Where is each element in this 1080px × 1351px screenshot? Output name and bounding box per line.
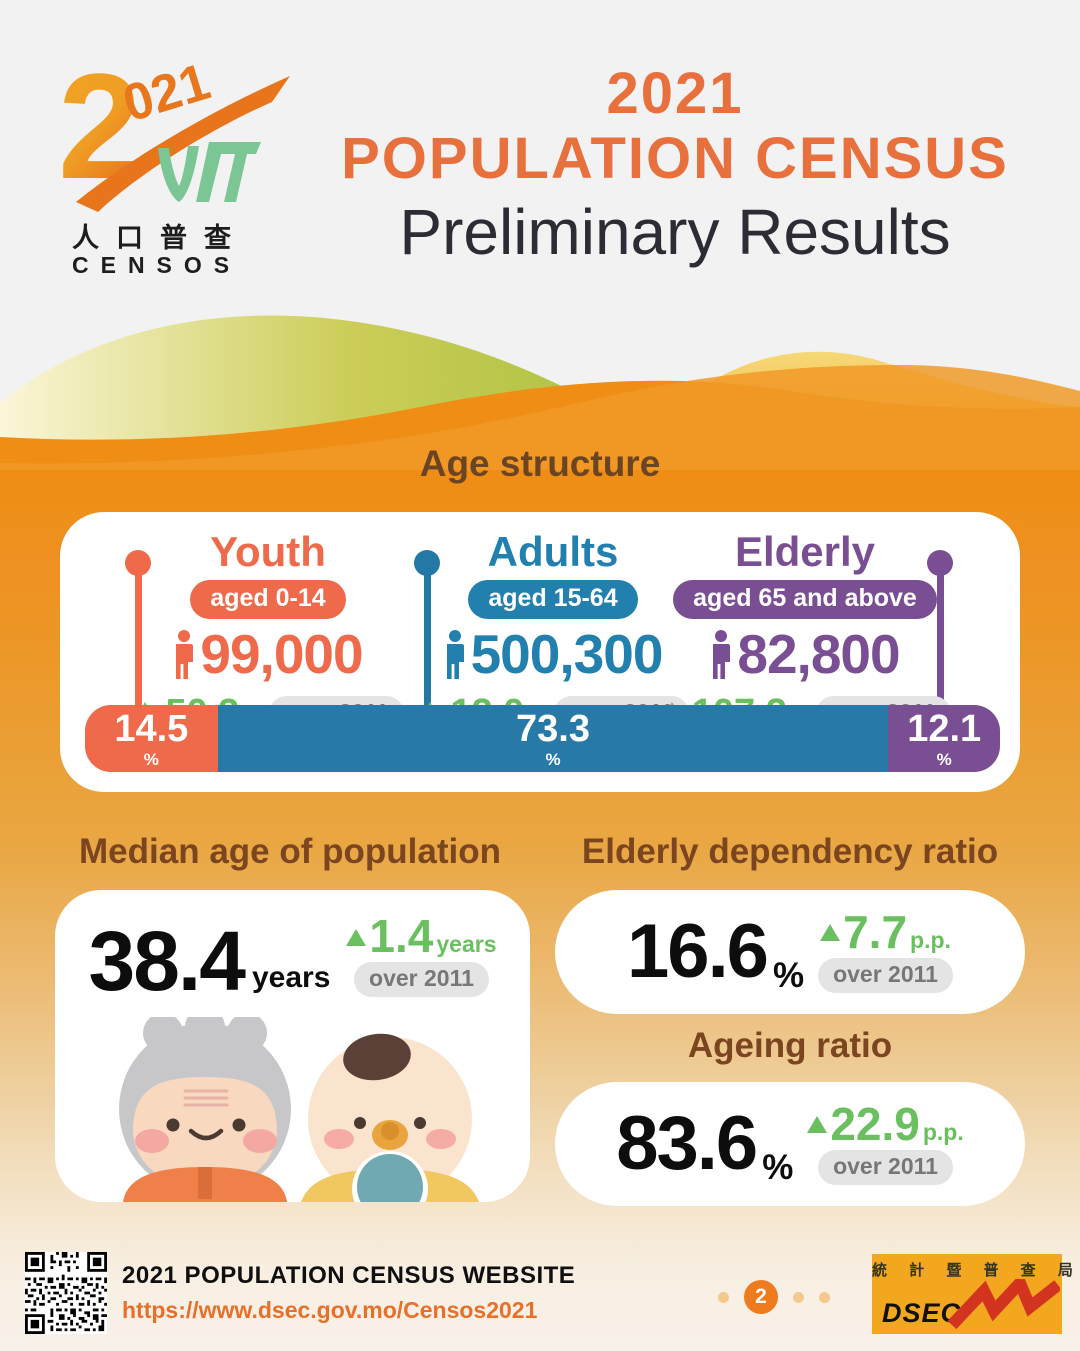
elderly-share-unit: % [936, 749, 952, 769]
youth-age-range-badge: aged 0-14 [190, 580, 346, 620]
census-2021-logo: 2 021 [58, 50, 290, 212]
youth-bar-segment: 14.5 % [85, 705, 218, 772]
elderly-group: Elderly aged 65 and above 82,800 107.2 %… [642, 528, 968, 732]
elderly-dependency-change-value: 7.7 [843, 905, 908, 958]
dsec-logo: 統 計 暨 普 查 局 DSEC [872, 1254, 1080, 1334]
elderly-dependency-card: 16.6 % 7.7 p.p. over 2011 [555, 890, 1025, 1014]
adults-pin-line [423, 574, 431, 707]
adults-pin-marker [414, 550, 440, 707]
youth-pin-marker [125, 550, 151, 707]
youth-group: Youth aged 0-14 99,000 50.3 % over 2011 [132, 528, 404, 732]
dsec-name-text: DSEC [882, 1298, 962, 1328]
ageing-ratio-change-value: 22.9 [830, 1097, 920, 1150]
median-age-compare-badge: over 2011 [354, 962, 489, 997]
youth-population-value: 99,000 [200, 623, 363, 686]
title-subtitle: Preliminary Results [399, 196, 951, 269]
logo-censos-text: CENSOS [72, 252, 242, 278]
elderly-label: Elderly [734, 528, 876, 575]
page-dot [819, 1291, 830, 1303]
increase-triangle-icon [346, 928, 367, 946]
elderly-dependency-unit: % [772, 956, 805, 995]
elderly-and-baby-illustration [119, 1017, 479, 1202]
person-icon [176, 629, 194, 679]
adults-share-value: 73.3 [516, 707, 590, 750]
ageing-ratio-heading: Ageing ratio [687, 1026, 893, 1065]
dsec-chinese-text: 統 計 暨 普 查 局 [872, 1262, 1080, 1279]
age-structure-stacked-bar: 14.5 % 73.3 % 12.1 % [85, 705, 1000, 772]
youth-share-value: 14.5 [114, 707, 189, 750]
page-dot [718, 1291, 729, 1303]
ageing-ratio-value: 83.6 [616, 1100, 758, 1186]
ageing-ratio-change-unit: p.p. [922, 1118, 964, 1145]
median-age-card: 38.4 years 1.4 years over 2011 [55, 890, 530, 1202]
elderly-dependency-value: 16.6 [627, 908, 769, 994]
adults-share-unit: % [545, 749, 561, 769]
page-indicator: 2 [718, 1280, 830, 1314]
median-age-unit: years [252, 961, 331, 994]
elderly-share-value: 12.1 [907, 707, 982, 750]
current-page-badge: 2 [744, 1280, 778, 1314]
website-url-link[interactable]: https://www.dsec.gov.mo/Censos2021 [122, 1297, 538, 1323]
age-structure-card: Youth aged 0-14 99,000 50.3 % over 2011 … [60, 512, 1020, 792]
title-main: POPULATION CENSUS [341, 125, 1009, 191]
ageing-ratio-compare-badge: over 2011 [818, 1149, 953, 1185]
title-year: 2021 [606, 61, 744, 126]
page-dot [793, 1291, 804, 1303]
elderly-dependency-compare-badge: over 2011 [818, 957, 953, 993]
adults-pin-dot-icon [414, 550, 440, 576]
dsec-zigzag-icon [947, 1279, 1060, 1330]
adults-label: Adults [487, 528, 619, 575]
increase-triangle-icon [807, 1116, 828, 1133]
elderly-age-range-badge: aged 65 and above [673, 580, 937, 620]
adults-population-value: 500,300 [470, 623, 664, 686]
elderly-dependency-change-unit: p.p. [910, 926, 951, 953]
elderly-pin-dot-icon [927, 550, 953, 576]
increase-triangle-icon [820, 924, 841, 941]
elderly-bar-segment: 12.1 % [888, 705, 1000, 772]
median-age-change-value: 1.4 [369, 910, 434, 962]
ageing-ratio-card: 83.6 % 22.9 p.p. over 2011 [555, 1082, 1025, 1206]
elderly-population-value: 82,800 [737, 623, 900, 686]
logo-chinese-text: 人口普查 [72, 223, 248, 253]
median-age-heading: Median age of population [79, 832, 501, 871]
qr-code [25, 1252, 107, 1334]
youth-label: Youth [210, 528, 326, 575]
adults-group: Adults aged 15-64 500,300 12.0 % over 20… [417, 528, 689, 732]
adults-age-range-badge: aged 15-64 [468, 580, 638, 620]
person-icon [713, 629, 731, 679]
adults-bar-segment: 73.3 % [217, 705, 889, 772]
age-structure-heading: Age structure [419, 443, 661, 484]
median-age-value: 38.4 [88, 913, 246, 1008]
website-block: 2021 POPULATION CENSUS WEBSITE https://w… [122, 1262, 575, 1324]
elderly-pin-line [936, 574, 944, 707]
ageing-ratio-unit: % [762, 1148, 794, 1187]
person-icon [446, 629, 464, 679]
website-label: 2021 POPULATION CENSUS WEBSITE [122, 1262, 576, 1289]
youth-pin-line [134, 574, 142, 707]
elderly-pin-marker [927, 550, 953, 707]
poster-title: 2021 POPULATION CENSUS Preliminary Resul… [290, 62, 1060, 270]
youth-pin-dot-icon [125, 550, 151, 576]
elderly-dependency-heading: Elderly dependency ratio [581, 832, 999, 871]
wave-divider-graphic [0, 295, 1080, 470]
youth-share-unit: % [143, 749, 159, 769]
median-age-change-unit: years [436, 931, 497, 957]
